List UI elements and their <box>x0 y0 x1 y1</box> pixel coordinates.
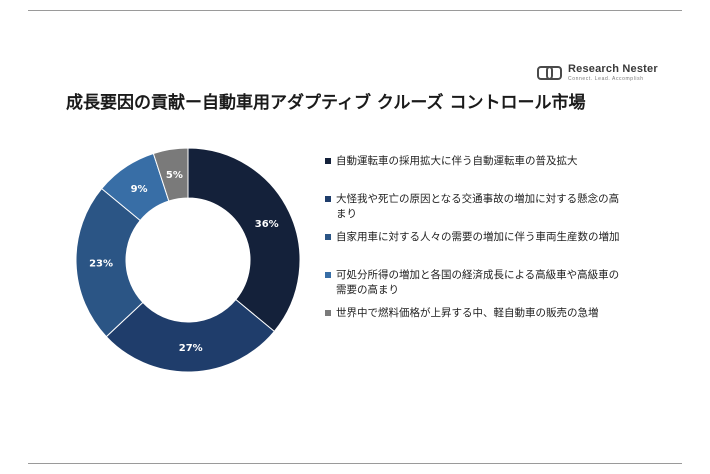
chart-legend: 自動運転車の採用拡大に伴う自動運転車の普及拡大大怪我や死亡の原因となる交通事故の… <box>325 154 625 344</box>
legend-item-3: 自家用車に対する人々の需要の増加に伴う車両生産数の増加 <box>325 230 625 268</box>
slice-value-label-3: 23% <box>89 259 113 270</box>
research-nester-logo: Research Nester Connect. Lead. Accomplis… <box>537 64 658 82</box>
donut-slice-1 <box>187 147 301 333</box>
research-nester-logo-icon <box>537 66 563 80</box>
bottom-divider <box>28 463 682 464</box>
slice-value-label-1: 36% <box>255 219 279 230</box>
slice-value-label-2: 27% <box>179 343 203 354</box>
legend-item-1: 自動運転車の採用拡大に伴う自動運転車の普及拡大 <box>325 154 625 192</box>
legend-item-4: 可処分所得の増加と各国の経済成長による高級車や高級車の需要の高まり <box>325 268 625 306</box>
chart-title: 成長要因の貢献ー自動車用アダプティブ クルーズ コントロール市場 <box>66 93 586 113</box>
slice-value-label-4: 9% <box>131 184 148 195</box>
legend-swatch-icon <box>325 158 331 164</box>
legend-swatch-icon <box>325 310 331 316</box>
donut-slice-5 <box>152 147 189 202</box>
legend-label: 自動運転車の採用拡大に伴う自動運転車の普及拡大 <box>336 155 578 167</box>
top-divider <box>28 10 682 11</box>
legend-label: 可処分所得の増加と各国の経済成長による高級車や高級車の需要の高まり <box>336 269 620 296</box>
legend-swatch-icon <box>325 234 331 240</box>
legend-label: 世界中で燃料価格が上昇する中、軽自動車の販売の急増 <box>336 307 599 319</box>
legend-swatch-icon <box>325 272 331 278</box>
legend-swatch-icon <box>325 196 331 202</box>
donut-slice-2 <box>105 298 276 373</box>
legend-label: 大怪我や死亡の原因となる交通事故の増加に対する懸念の高まり <box>336 193 620 220</box>
donut-slice-3 <box>75 187 144 338</box>
logo-tagline: Connect. Lead. Accomplish <box>568 76 644 82</box>
slice-value-label-5: 5% <box>166 170 183 181</box>
logo-name: Research Nester <box>568 63 658 75</box>
legend-label: 自家用車に対する人々の需要の増加に伴う車両生産数の増加 <box>336 231 620 243</box>
legend-item-2: 大怪我や死亡の原因となる交通事故の増加に対する懸念の高まり <box>325 192 625 230</box>
legend-item-5: 世界中で燃料価格が上昇する中、軽自動車の販売の急増 <box>325 306 625 344</box>
